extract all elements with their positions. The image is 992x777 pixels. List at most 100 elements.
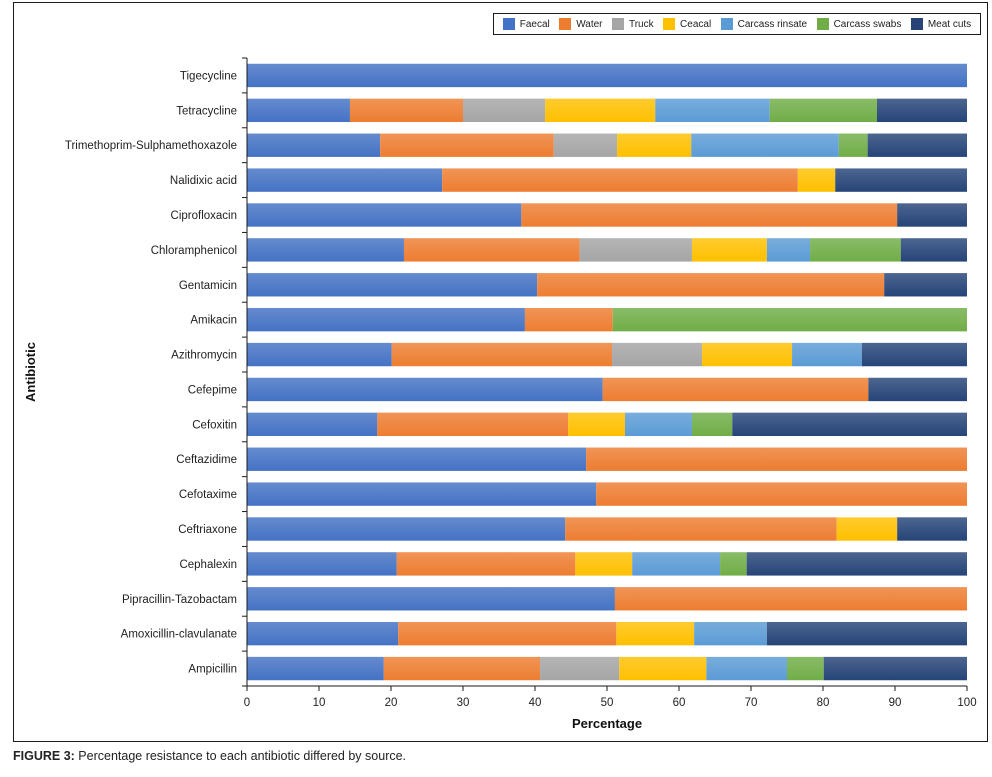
y-tick-label: Nalidixic acid: [170, 175, 237, 187]
bar-segment-truck: [463, 98, 546, 123]
bar-segment-water: [524, 307, 613, 332]
bar-segment-carcass-rinsate: [625, 412, 692, 437]
legend-item-water: Water: [559, 18, 603, 30]
legend-item-meat-cuts: Meat cuts: [910, 18, 972, 30]
stacked-bar-chart: Tigecycline Tetracycline Trimethoprim-Sulp…: [23, 57, 977, 731]
bar-segment-ceacal: [702, 342, 793, 367]
bar-segment-ceacal: [616, 621, 695, 646]
legend-item-carcass-swabs: Carcass swabs: [816, 18, 902, 30]
bar-segment-carcass-swabs: [787, 656, 824, 681]
bar-segment-faecal: [247, 168, 443, 192]
x-axis-title: Percentage: [572, 716, 642, 731]
bar-segment-water: [396, 552, 576, 576]
legend-label: Faecal: [519, 18, 550, 30]
legend-swatch: [611, 18, 624, 30]
bar-segment-faecal: [247, 517, 566, 541]
x-tick-label: 50: [601, 697, 614, 709]
bar-segment-water: [391, 342, 613, 367]
bar-segment-meat-cuts: [835, 168, 967, 192]
x-tick-label: 60: [673, 697, 686, 709]
bar-segment-faecal: [247, 621, 399, 646]
legend-swatch: [720, 18, 733, 30]
bars-layer: [247, 63, 967, 681]
chart-legend: Faecal Water Truck Ceacal Carcass rinsate Car…: [493, 13, 981, 35]
bar-segment-water: [586, 447, 967, 471]
bar-segment-meat-cuts: [884, 273, 967, 297]
bar-segment-carcass-swabs: [769, 98, 877, 123]
bar-segment-water: [349, 98, 463, 123]
bar-segment-carcass-rinsate: [655, 98, 770, 123]
y-tick-label: Chloramphenicol: [151, 245, 237, 257]
bar-segment-carcass-swabs: [810, 238, 901, 262]
bar-segment-faecal: [247, 342, 392, 367]
x-tick-label: 80: [817, 697, 830, 709]
bar-segment-faecal: [247, 552, 397, 576]
bar-segment-meat-cuts: [867, 133, 967, 157]
legend-swatch: [502, 18, 515, 30]
x-tick-label: 70: [745, 697, 758, 709]
legend-label: Ceacal: [680, 18, 712, 30]
bar-segment-water: [403, 238, 580, 262]
x-tick-label: 0: [244, 697, 250, 709]
bar-segment-truck: [553, 133, 618, 157]
bar-segment-meat-cuts: [746, 552, 967, 576]
labels-layer: Tigecycline Tetracycline Trimethoprim-Sulp…: [65, 70, 977, 709]
bar-segment-water: [380, 133, 554, 157]
legend-label: Meat cuts: [927, 18, 972, 30]
bar-segment-water: [565, 517, 837, 541]
bar-segment-carcass-rinsate: [792, 342, 862, 367]
bar-segment-meat-cuts: [877, 98, 967, 123]
bar-segment-meat-cuts: [823, 656, 967, 681]
y-tick-label: Tigecycline: [180, 70, 237, 82]
figure-caption: FIGURE 3: Percentage resistance to each …: [13, 749, 406, 763]
bar-segment-carcass-rinsate: [766, 238, 811, 262]
bar-segment-water: [614, 587, 967, 611]
bar-segment-truck: [579, 238, 692, 262]
y-tick-label: Amikacin: [190, 315, 237, 327]
bar-segment-truck: [612, 342, 703, 367]
bar-segment-meat-cuts: [897, 517, 967, 541]
bar-segment-carcass-swabs: [720, 552, 747, 576]
y-tick-label: Ampicillin: [188, 664, 237, 676]
bar-segment-faecal: [247, 587, 615, 611]
bar-segment-carcass-swabs: [612, 307, 967, 332]
bar-segment-carcass-swabs: [838, 133, 868, 157]
bar-segment-meat-cuts: [900, 238, 967, 262]
y-axis-title: Antibiotic: [23, 342, 38, 402]
legend-swatch: [559, 18, 572, 30]
axes-layer: [242, 57, 968, 691]
legend-item-ceacal: Ceacal: [663, 18, 711, 30]
y-tick-label: Cefepime: [188, 384, 237, 396]
bar-segment-water: [442, 168, 798, 192]
bar-segment-faecal: [247, 307, 525, 332]
bar-segment-ceacal: [691, 238, 767, 262]
legend-swatch: [816, 18, 829, 30]
x-tick-label: 20: [385, 697, 398, 709]
bar-segment-water: [537, 273, 885, 297]
y-tick-label: Gentamicin: [179, 280, 237, 292]
y-tick-label: Cefoxitin: [192, 419, 237, 431]
bar-segment-faecal: [247, 98, 350, 123]
bar-segment-carcass-rinsate: [694, 621, 767, 646]
bar-segment-faecal: [247, 63, 967, 88]
y-tick-label: Ciprofloxacin: [171, 210, 237, 222]
y-tick-label: Trimethoprim-Sulphamethoxazole: [65, 140, 237, 152]
bar-segment-faecal: [247, 412, 378, 437]
bar-segment-faecal: [247, 203, 522, 227]
x-tick-label: 100: [957, 697, 976, 709]
bar-segment-water: [377, 412, 569, 437]
legend-swatch: [663, 18, 676, 30]
legend-label: Water: [576, 18, 603, 30]
bar-segment-faecal: [247, 133, 381, 157]
x-tick-label: 10: [313, 697, 326, 709]
legend-label: Carcass swabs: [833, 18, 902, 30]
bar-segment-water: [596, 482, 967, 506]
bar-segment-water: [398, 621, 617, 646]
bar-segment-carcass-rinsate: [706, 656, 787, 681]
x-tick-label: 30: [457, 697, 470, 709]
bar-segment-faecal: [247, 656, 384, 681]
bar-segment-faecal: [247, 273, 538, 297]
bar-segment-ceacal: [836, 517, 898, 541]
legend-label: Truck: [628, 18, 654, 30]
figure-caption-label: FIGURE 3:: [13, 749, 75, 763]
